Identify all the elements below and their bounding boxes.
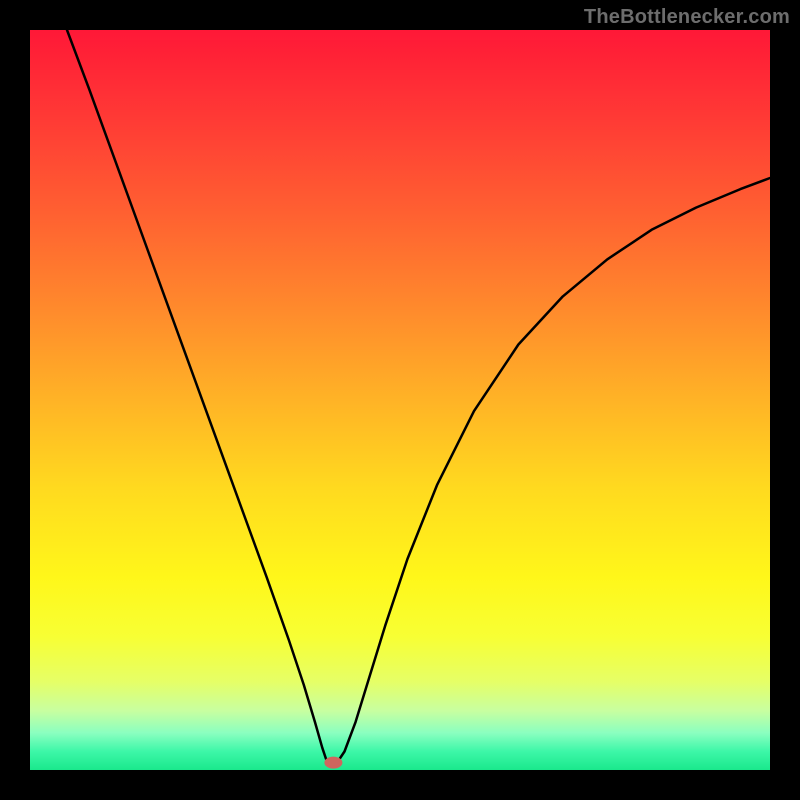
optimum-marker bbox=[324, 757, 342, 769]
watermark-text: TheBottlenecker.com bbox=[584, 6, 790, 29]
chart-frame: TheBottlenecker.com bbox=[0, 0, 800, 800]
chart-svg bbox=[0, 0, 800, 800]
